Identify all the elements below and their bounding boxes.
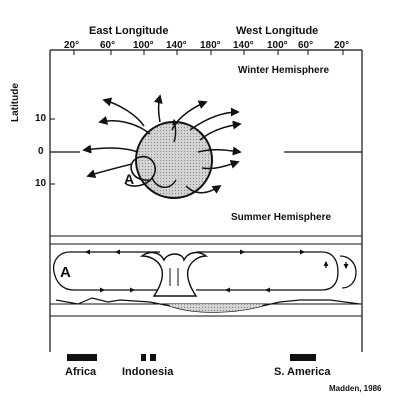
tick-label: 100° <box>267 40 288 51</box>
summer-hemisphere-label: Summer Hemisphere <box>231 212 332 223</box>
latitude-tick-label: 10 <box>35 113 47 124</box>
tick-label: 180° <box>200 40 221 51</box>
west-longitude-label: West Longitude <box>236 25 319 37</box>
latitude-tick-label: 0 <box>38 146 44 157</box>
tick-label: 20° <box>64 40 80 51</box>
latitude-tick-marks <box>50 118 55 185</box>
anomaly-loop <box>125 155 156 187</box>
region-indonesia: Indonesia <box>122 366 174 378</box>
africa-bar <box>67 354 97 361</box>
continent-bars <box>67 354 316 361</box>
tick-label: 60° <box>100 40 116 51</box>
source-credit: Madden, 1986 <box>329 384 382 393</box>
tower-detail <box>169 268 179 286</box>
indonesia-bar-1 <box>141 354 146 361</box>
winter-hemisphere-label: Winter Hemisphere <box>238 65 330 76</box>
circulation-cells <box>52 249 357 293</box>
tick-label: 20° <box>334 40 350 51</box>
convective-tower <box>139 251 209 297</box>
east-longitude-label: East Longitude <box>89 25 169 37</box>
anomaly-marker-top: A <box>124 171 135 187</box>
convection-cloud <box>135 121 213 199</box>
region-africa: Africa <box>65 366 97 378</box>
latitude-axis-title: Latitude <box>10 83 21 122</box>
tick-label: 100° <box>133 40 154 51</box>
region-south-america: S. America <box>274 366 331 378</box>
outer-frame <box>49 49 363 352</box>
indonesia-bar-2 <box>150 354 156 361</box>
anomaly-marker-bottom: A <box>60 264 71 281</box>
upper-flow-arrows <box>82 94 242 194</box>
south-america-bar <box>290 354 316 361</box>
latitude-tick-label: 10 <box>35 178 47 189</box>
ocean-thermocline <box>55 297 361 313</box>
ocean-anomaly-shading <box>170 304 262 313</box>
anomaly-loop-tail <box>151 177 177 188</box>
tick-label: 140° <box>233 40 254 51</box>
longitude-tick-marks <box>73 50 344 55</box>
tick-label: 60° <box>298 40 314 51</box>
tick-label: 140° <box>166 40 187 51</box>
